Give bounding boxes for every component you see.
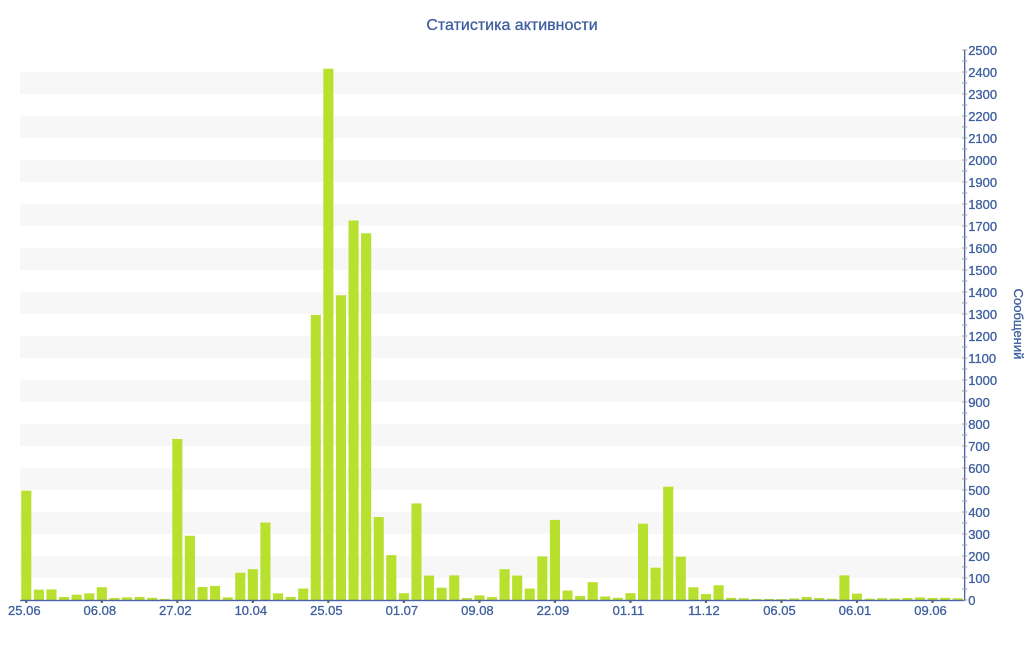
svg-text:600: 600 (968, 461, 990, 476)
svg-text:2300: 2300 (968, 87, 997, 102)
svg-text:1100: 1100 (968, 351, 996, 366)
svg-text:27.02: 27.02 (159, 603, 192, 618)
svg-text:06.01: 06.01 (839, 603, 872, 618)
svg-text:1400: 1400 (968, 285, 997, 300)
svg-text:10.04: 10.04 (235, 603, 268, 618)
svg-text:Сообщений: Сообщений (1011, 289, 1024, 360)
svg-text:Статистика активности: Статистика активности (426, 17, 597, 34)
svg-text:06.08: 06.08 (84, 603, 117, 618)
svg-text:01.07: 01.07 (386, 603, 419, 618)
svg-text:25.05: 25.05 (310, 603, 343, 618)
svg-text:100: 100 (968, 571, 990, 586)
svg-text:11.12: 11.12 (688, 603, 720, 618)
svg-text:06.05: 06.05 (763, 603, 796, 618)
svg-text:1800: 1800 (968, 197, 997, 212)
svg-text:1000: 1000 (968, 373, 997, 388)
svg-text:1700: 1700 (968, 219, 997, 234)
svg-text:500: 500 (968, 483, 990, 498)
svg-text:2400: 2400 (968, 65, 997, 80)
svg-text:25.06: 25.06 (8, 603, 41, 618)
svg-text:300: 300 (968, 527, 990, 542)
svg-text:2500: 2500 (968, 43, 997, 58)
svg-text:1500: 1500 (968, 263, 997, 278)
svg-text:2000: 2000 (968, 153, 997, 168)
svg-text:700: 700 (968, 439, 990, 454)
svg-text:400: 400 (968, 505, 990, 520)
svg-text:0: 0 (968, 593, 975, 608)
svg-text:1300: 1300 (968, 307, 997, 322)
svg-text:2100: 2100 (968, 131, 997, 146)
svg-text:900: 900 (968, 395, 990, 410)
svg-text:09.08: 09.08 (461, 603, 494, 618)
svg-text:1600: 1600 (968, 241, 997, 256)
svg-text:09.06: 09.06 (914, 603, 947, 618)
svg-text:22.09: 22.09 (537, 603, 570, 618)
svg-text:800: 800 (968, 417, 990, 432)
svg-text:01.11: 01.11 (613, 603, 645, 618)
svg-text:1900: 1900 (968, 175, 997, 190)
svg-text:2200: 2200 (968, 109, 997, 124)
svg-text:1200: 1200 (968, 329, 997, 344)
svg-text:200: 200 (968, 549, 990, 564)
